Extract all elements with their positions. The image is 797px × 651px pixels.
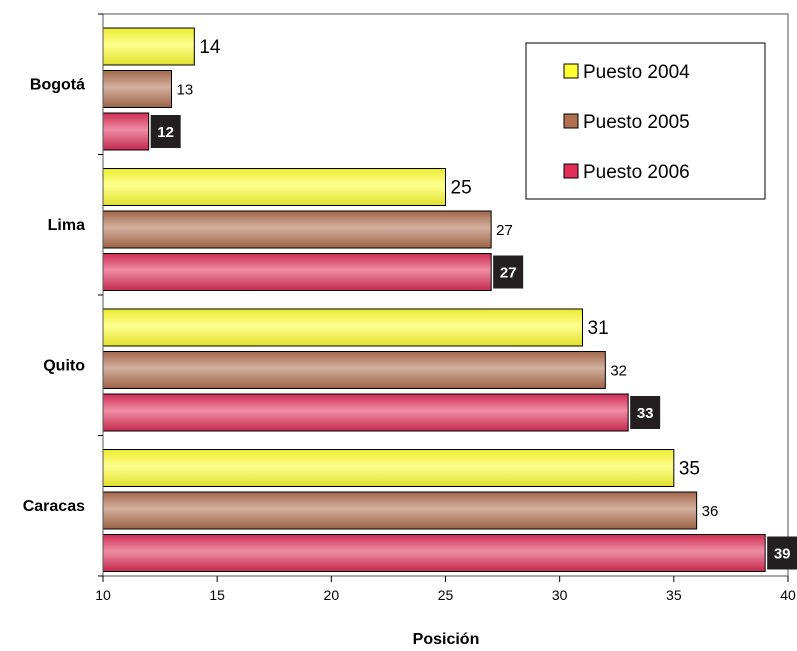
- category-label: Bogotá: [30, 76, 85, 93]
- axes-layer: Bogotá Lima Quito Caracas 10 15 20 25 30 35 40: [23, 13, 796, 603]
- category-label: Caracas: [23, 498, 85, 515]
- data-label-box: 33: [630, 396, 661, 429]
- bar-lima-2: [102, 253, 492, 291]
- data-label: 12: [157, 124, 174, 141]
- x-tick-label: 30: [552, 587, 568, 603]
- data-label: 33: [637, 405, 654, 422]
- x-tick-label: 15: [209, 587, 225, 603]
- data-label: 35: [679, 459, 700, 480]
- data-label-box-bg: [150, 115, 181, 148]
- bar-quito-2: [102, 393, 629, 432]
- labels-layer: 14 13 12 25 27 27 31 32 33 35 36 39: [150, 37, 797, 570]
- data-label: 27: [496, 222, 513, 239]
- data-label: 14: [199, 37, 221, 58]
- legend-label: Puesto 2006: [583, 162, 690, 183]
- data-label: 27: [500, 265, 517, 282]
- bar-caracas-2: [102, 534, 766, 572]
- x-tick-label: 40: [780, 587, 796, 603]
- data-label-box-bg: [767, 536, 797, 570]
- data-label-box-bg: [493, 255, 524, 289]
- data-label: 39: [774, 546, 791, 563]
- data-label: 32: [610, 362, 627, 379]
- data-label: 13: [177, 81, 194, 98]
- bar-caracas-0: [102, 449, 675, 487]
- data-label-box: 12: [150, 115, 181, 148]
- bar-lima-1: [102, 210, 492, 249]
- bar-bogotá-1: [102, 70, 172, 108]
- data-label: 36: [702, 503, 719, 520]
- bar-quito-1: [102, 351, 606, 389]
- bar-lima-0: [102, 168, 446, 206]
- legend-label: Puesto 2005: [583, 112, 690, 133]
- bar-bogotá-0: [102, 27, 195, 66]
- bar-quito-0: [102, 308, 583, 347]
- x-tick-label: 20: [324, 587, 340, 603]
- bars-layer: [102, 27, 766, 572]
- data-label-box: 39: [767, 536, 797, 570]
- bar-bogotá-2: [102, 112, 150, 151]
- legend: Puesto 2004 Puesto 2005 Puesto 2006: [525, 42, 766, 200]
- data-label-box: 27: [493, 255, 524, 289]
- data-label: 25: [451, 178, 472, 199]
- category-label: Lima: [48, 217, 85, 234]
- data-label-box-bg: [630, 396, 661, 429]
- category-label: Quito: [43, 357, 85, 374]
- bar-caracas-1: [102, 491, 698, 530]
- x-axis-title: Posición: [413, 631, 480, 648]
- legend-label: Puesto 2004: [583, 62, 690, 83]
- legend-swatch: [563, 63, 579, 79]
- legend-swatch: [563, 163, 579, 179]
- x-tick-label: 25: [438, 587, 454, 603]
- x-tick-label: 35: [666, 587, 682, 603]
- data-label: 31: [588, 318, 609, 339]
- x-tick-label: 10: [95, 587, 111, 603]
- legend-swatch: [563, 113, 579, 129]
